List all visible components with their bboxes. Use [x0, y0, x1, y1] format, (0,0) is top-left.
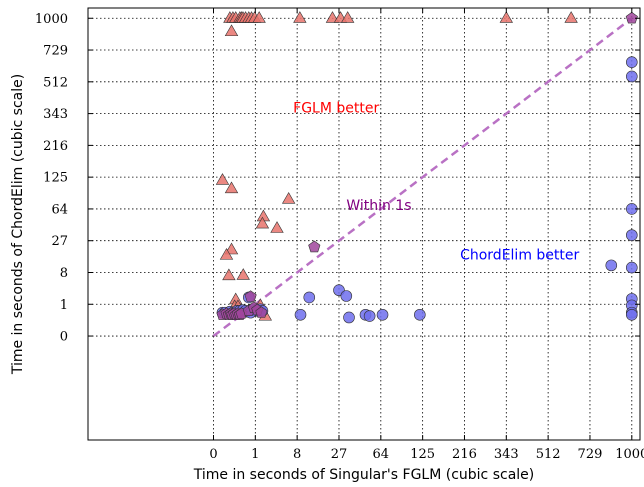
x-tick-label: 125 — [410, 447, 435, 462]
triangle-point — [224, 24, 239, 37]
circle-point — [376, 308, 389, 321]
triangle-point — [564, 11, 578, 23]
triangle-point — [236, 268, 250, 280]
y-tick-label: 0 — [60, 330, 68, 345]
y-tick-label: 64 — [51, 202, 68, 217]
y-tick-label: 1000 — [35, 12, 68, 27]
y-tick-label: 343 — [43, 107, 68, 122]
x-tick-label: 729 — [578, 447, 603, 462]
triangle-point — [270, 221, 284, 233]
circle-point — [625, 56, 638, 68]
triangle-point — [215, 173, 230, 185]
pentagon-point — [244, 290, 257, 302]
pentagon-point — [308, 240, 321, 253]
annotation-label: FGLM better — [293, 101, 379, 117]
x-tick-label: 0 — [209, 447, 217, 462]
triangle-point — [222, 268, 236, 281]
plot-frame — [87, 7, 641, 441]
x-axis-label: Time in seconds of Singular's FGLM (cubi… — [193, 467, 535, 483]
circle-point — [363, 310, 376, 322]
x-tick-label: 64 — [373, 447, 390, 462]
triangle-point — [224, 181, 239, 194]
y-tick-label: 8 — [60, 266, 68, 281]
triangle-point — [255, 216, 270, 229]
triangle-point — [224, 242, 239, 255]
triangle-point — [340, 11, 355, 23]
data-points — [215, 11, 638, 324]
circle-point — [414, 308, 426, 321]
y-tick-label: 27 — [51, 234, 68, 249]
circle-point — [625, 308, 638, 321]
x-tick-label: 8 — [293, 447, 301, 462]
x-tick-label: 27 — [331, 447, 348, 462]
circle-point — [343, 311, 355, 324]
x-tick-label: 1 — [251, 447, 259, 462]
diagonal-dashed-line — [212, 17, 633, 338]
pentagon-point — [255, 306, 268, 318]
diagonal-line — [212, 17, 633, 338]
y-tick-label: 512 — [43, 75, 68, 90]
x-tick-label: 1000 — [615, 447, 644, 462]
circle-point — [303, 291, 316, 304]
triangle-point — [219, 248, 234, 260]
triangle-point — [252, 11, 266, 23]
y-tick-label: 125 — [43, 171, 68, 186]
circle-point — [625, 261, 638, 274]
circle-point — [340, 290, 353, 302]
pentagon-point — [625, 11, 638, 24]
triangle-point — [499, 11, 513, 23]
circle-point — [625, 229, 638, 241]
circle-point — [605, 259, 618, 272]
annotation-label: Within 1s — [346, 198, 411, 214]
annotations: FGLM better Within 1s ChordElim better — [293, 101, 579, 264]
annotation-label: ChordElim better — [460, 247, 579, 263]
x-tick-label: 512 — [536, 447, 561, 462]
circle-point — [625, 70, 638, 83]
triangle-point — [293, 11, 307, 23]
x-axis-ticks: 0 1 8 27 64 125 216 343 512 729 1000 — [209, 8, 644, 462]
y-tick-label: 216 — [43, 139, 68, 154]
y-axis-label: Time in seconds of ChordElim (cubic scal… — [10, 74, 26, 375]
circle-point — [294, 308, 307, 321]
x-tick-label: 216 — [452, 447, 477, 462]
triangle-point — [281, 192, 296, 204]
x-tick-label: 343 — [494, 447, 519, 462]
y-tick-label: 1 — [60, 298, 68, 313]
y-tick-label: 729 — [43, 44, 68, 59]
y-axis-ticks: 0 1 8 27 64 125 216 343 512 729 1000 — [35, 12, 640, 345]
